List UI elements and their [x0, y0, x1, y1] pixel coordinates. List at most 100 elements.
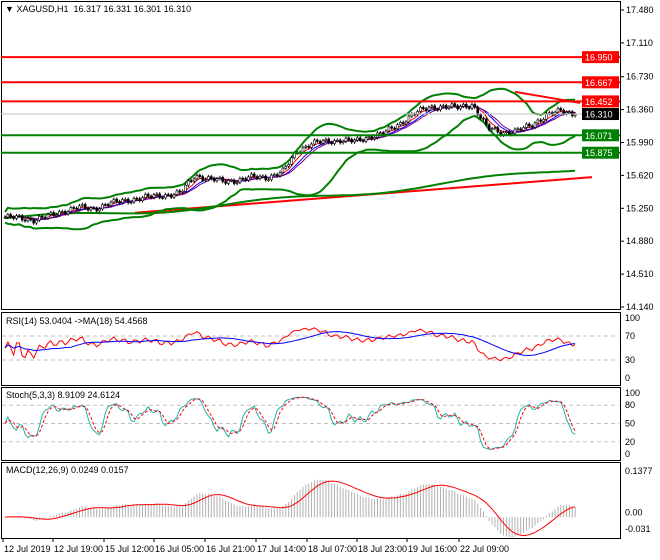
candle-body: [516, 128, 520, 131]
time-tick-label: 18 Jul 23:00: [358, 544, 407, 554]
candle-body: [98, 208, 101, 212]
candle-body: [275, 174, 279, 177]
candle-body: [167, 194, 170, 196]
main-panel: [1, 1, 621, 310]
candle-body: [121, 199, 124, 203]
ohlc-high: 16.331: [103, 4, 132, 14]
stoch-axis-label: 0: [625, 449, 630, 459]
candle-body: [75, 207, 78, 210]
symbol-label: XAGUSD,H1: [16, 4, 69, 14]
candle-body: [367, 136, 371, 138]
time-tick-label: 16 Jul 05:00: [155, 544, 204, 554]
candle-body: [181, 191, 184, 193]
candle-body: [101, 204, 104, 210]
candle-body: [361, 140, 365, 142]
candle-body: [407, 115, 411, 123]
time-tick-label: 17 Jul 14:00: [257, 544, 306, 554]
candle-body: [530, 125, 534, 128]
candle-body: [189, 180, 193, 182]
candle-body: [387, 126, 391, 132]
dropdown-triangle-icon[interactable]: ▼: [5, 4, 14, 14]
candle-body: [83, 204, 87, 209]
macd-label: MACD(12,26,9) 0.0249 0.0157: [4, 465, 131, 475]
candle-body: [278, 172, 282, 177]
candle-body: [356, 137, 359, 141]
candle-body: [212, 178, 216, 182]
candle-body: [473, 104, 477, 108]
rsi-ma-line: [4, 331, 576, 356]
candle-body: [207, 176, 210, 180]
candle-body: [178, 190, 182, 193]
candle-body: [152, 194, 156, 198]
stoch-main-line: [4, 396, 576, 450]
candle-body: [23, 219, 27, 222]
candle-body: [161, 197, 164, 199]
candle-body: [321, 140, 325, 144]
candle-body: [284, 166, 288, 169]
stoch-axis-label: 50: [625, 419, 635, 429]
candle-body: [527, 123, 531, 127]
candle-body: [264, 175, 268, 181]
price-tick-label: 17.110: [626, 38, 653, 48]
candle-body: [218, 177, 222, 179]
candle-body: [470, 104, 474, 109]
candle-body: [565, 112, 568, 115]
candle-body: [542, 118, 545, 122]
candle-body: [198, 175, 202, 177]
price-tick-label: 14.880: [626, 236, 654, 246]
candle-body: [450, 103, 454, 108]
macd-panel: [1, 462, 621, 539]
price-tick-label: 14.510: [626, 269, 654, 279]
candle-body: [533, 122, 537, 128]
candle-body: [476, 106, 480, 116]
candle-body: [112, 198, 116, 203]
candle-body: [169, 194, 173, 198]
time-tick-label: 15 Jul 12:00: [105, 544, 154, 554]
candle-body: [330, 142, 333, 145]
candle-body: [232, 180, 236, 184]
candle-body: [436, 109, 439, 111]
candle-body: [493, 127, 497, 130]
ohlc-low: 16.301: [133, 4, 162, 14]
candle-body: [92, 207, 96, 210]
stoch-axis-label: 100: [625, 388, 640, 398]
time-tick-label: 19 Jul 16:00: [408, 544, 457, 554]
price-tick-label: 16.730: [626, 72, 654, 82]
stoch-signal-line: [4, 396, 576, 450]
candle-body: [430, 105, 434, 108]
candle-body: [72, 207, 76, 209]
candle-body: [32, 219, 35, 224]
candle-body: [315, 139, 319, 142]
time-tick-label: 12 Jul 19:00: [54, 544, 103, 554]
candle-body: [201, 176, 204, 181]
candle-body: [421, 107, 425, 109]
candle-body: [399, 122, 402, 126]
candle-body: [26, 218, 30, 222]
candle-body: [224, 181, 227, 184]
candle-body: [373, 137, 376, 140]
macd-axis-label: 0.1377: [625, 466, 653, 476]
candle-body: [464, 104, 468, 108]
candle-body: [106, 204, 110, 206]
candle-body: [252, 173, 256, 177]
candle-body: [556, 108, 560, 113]
candle-body: [126, 198, 130, 203]
rsi-axis-label: 70: [625, 331, 635, 341]
candle-body: [267, 179, 270, 182]
candle-body: [78, 205, 81, 210]
candle-body: [195, 175, 199, 180]
level-tag: [582, 95, 619, 108]
candle-body: [416, 111, 419, 115]
macd-axis-label: 0.00: [625, 507, 643, 517]
ohlc-close: 16.310: [163, 4, 192, 14]
candle-body: [419, 107, 422, 112]
candle-body: [103, 204, 107, 206]
candle-body: [158, 193, 162, 198]
candle-body: [485, 118, 488, 125]
candle-body: [38, 215, 41, 221]
candle-body: [63, 211, 67, 215]
rsi-axis-label: 30: [625, 355, 635, 365]
candle-body: [46, 214, 50, 219]
macd-signal-line: [4, 480, 576, 537]
